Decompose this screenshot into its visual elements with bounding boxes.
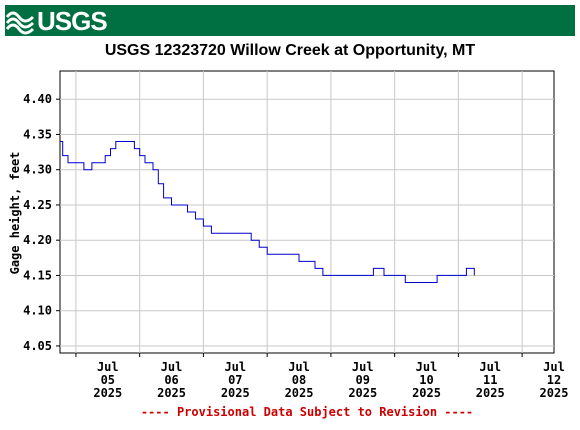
x-tick-label: 10 <box>419 373 433 387</box>
x-tick-label: Jul <box>97 360 119 374</box>
x-tick-label: 11 <box>483 373 497 387</box>
x-tick-label: 2025 <box>157 386 186 400</box>
x-axis-ticks: Jul052025Jul062025Jul072025Jul082025Jul0… <box>75 353 569 400</box>
plot-area <box>59 70 555 354</box>
y-axis-label: Gage height, feet <box>8 152 22 275</box>
usgs-banner: USGS <box>5 5 575 36</box>
x-tick-label: 2025 <box>93 386 122 400</box>
x-tick-label: Jul <box>161 360 183 374</box>
y-tick-label: 4.10 <box>23 304 52 318</box>
series-group <box>60 141 475 283</box>
x-tick-label: 2025 <box>412 386 441 400</box>
x-tick-label: Jul <box>416 360 438 374</box>
x-tick-label: Jul <box>479 360 501 374</box>
x-tick-label: 12 <box>547 373 561 387</box>
provisional-footnote: ---- Provisional Data Subject to Revisio… <box>141 405 473 419</box>
x-tick-label: 2025 <box>221 386 250 400</box>
x-tick-label: Jul <box>543 360 565 374</box>
y-tick-label: 4.25 <box>23 198 52 212</box>
y-tick-label: 4.15 <box>23 268 52 282</box>
x-tick-label: 2025 <box>285 386 314 400</box>
x-tick-label: Jul <box>352 360 374 374</box>
y-axis-ticks: 4.05 4.10 4.15 4.20 4.25 4.30 4.35 4.40 <box>23 92 60 353</box>
x-tick-label: 07 <box>228 373 242 387</box>
usgs-logo-icon <box>5 11 35 35</box>
x-tick-label: Jul <box>224 360 246 374</box>
x-tick-label: 2025 <box>476 386 505 400</box>
x-tick-label: 2025 <box>540 386 569 400</box>
x-tick-label: 06 <box>164 373 178 387</box>
x-tick-label: 09 <box>356 373 370 387</box>
gage-height-series-line <box>60 141 475 283</box>
y-tick-label: 4.30 <box>23 163 52 177</box>
y-tick-label: 4.20 <box>23 233 52 247</box>
x-tick-label: Jul <box>288 360 310 374</box>
x-tick-label: 05 <box>101 373 115 387</box>
y-tick-label: 4.40 <box>23 92 52 106</box>
y-tick-label: 4.05 <box>23 339 52 353</box>
x-tick-label: 08 <box>292 373 306 387</box>
usgs-logo-text: USGS <box>37 6 108 36</box>
x-tick-label: 2025 <box>348 386 377 400</box>
chart-title: USGS 12323720 Willow Creek at Opportunit… <box>104 42 476 59</box>
grid-lines <box>60 71 554 353</box>
y-tick-label: 4.35 <box>23 127 52 141</box>
